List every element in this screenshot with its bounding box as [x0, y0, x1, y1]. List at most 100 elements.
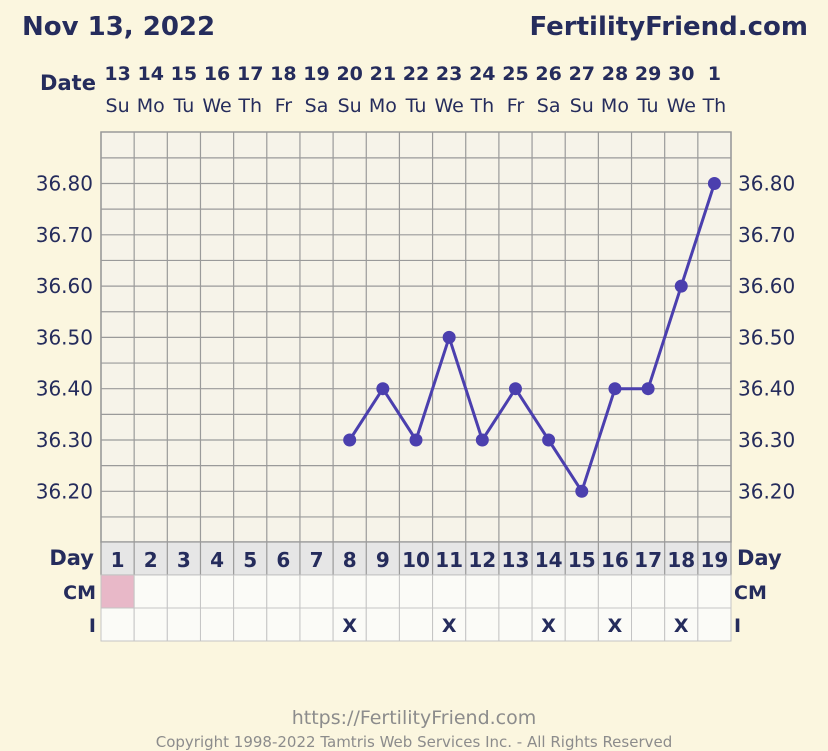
weekday-label: Fr [275, 95, 293, 117]
intercourse-cell [697, 607, 732, 642]
y-tick-label-left: 36.70 [36, 223, 93, 247]
intercourse-cell [166, 607, 201, 642]
day-row-label-left: Day [49, 546, 94, 570]
weekday-label: Mo [137, 95, 165, 117]
cm-cell [398, 574, 434, 609]
weekday-label: Fr [507, 95, 525, 117]
intercourse-cell [432, 607, 467, 642]
footer-url[interactable]: https://FertilityFriend.com [291, 707, 537, 729]
weekday-label: Tu [405, 95, 427, 117]
site-name: FertilityFriend.com [529, 12, 808, 42]
weekday-label: We [434, 95, 463, 117]
intercourse-cell [365, 607, 400, 642]
temperature-point [343, 433, 357, 447]
cycle-day-label: 1 [111, 548, 125, 572]
date-label: 30 [668, 63, 694, 85]
cycle-day-label: 3 [177, 548, 191, 572]
weekday-label: We [667, 95, 696, 117]
temperature-point [707, 177, 721, 190]
intercourse-cell [299, 607, 334, 642]
date-label: 24 [469, 63, 495, 85]
i-row-label-right: I [734, 615, 741, 637]
weekday-label: Su [338, 95, 362, 117]
weekday-label: We [202, 95, 231, 117]
cm-cell [597, 574, 633, 609]
cm-cell [498, 574, 533, 609]
cm-cell [531, 574, 566, 609]
date-label: 29 [635, 63, 661, 85]
cycle-day-label: 11 [435, 548, 463, 572]
intercourse-cell [498, 607, 533, 642]
y-tick-label-left: 36.20 [36, 479, 93, 503]
cycle-day-label: 8 [343, 548, 357, 572]
weekday-label: Mo [369, 95, 397, 117]
cm-cell [631, 574, 666, 609]
y-tick-label-left: 36.50 [36, 325, 93, 349]
cycle-day-label: 12 [468, 548, 496, 572]
intercourse-cell [398, 607, 434, 642]
cm-row-label-left: CM [63, 582, 96, 604]
cycle-day-label: 14 [535, 548, 563, 572]
y-tick-label-right: 36.80 [738, 172, 795, 196]
weekday-label: Th [702, 95, 727, 117]
intercourse-cell [564, 607, 599, 642]
cycle-day-label: 2 [144, 548, 158, 572]
weekday-label: Sa [305, 95, 329, 117]
date-label: 23 [436, 63, 462, 85]
cm-cell [697, 574, 732, 609]
date-label: 20 [336, 63, 362, 85]
cycle-day-label: 15 [568, 548, 596, 572]
date-label: 15 [171, 63, 197, 85]
temperature-point [409, 433, 423, 447]
cm-cell [332, 574, 367, 609]
y-tick-label-left: 36.30 [36, 428, 93, 452]
intercourse-cell [465, 607, 500, 642]
weekday-label: Sa [537, 95, 561, 117]
cm-cell [564, 574, 599, 609]
date-label: 25 [502, 63, 528, 85]
y-tick-label-right: 36.70 [738, 223, 795, 247]
y-tick-label-right: 36.30 [738, 428, 795, 452]
cycle-day-label: 9 [376, 548, 390, 572]
intercourse-mark: X [442, 615, 457, 637]
intercourse-cell [100, 607, 135, 642]
intercourse-cell [531, 607, 566, 642]
footer-copyright: Copyright 1998-2022 Tamtris Web Services… [155, 733, 673, 751]
day-row [100, 541, 732, 576]
cm-cell [664, 574, 699, 609]
temperature-point [575, 484, 589, 498]
y-tick-label-right: 36.60 [738, 274, 795, 298]
temperature-point [608, 382, 622, 396]
cycle-day-label: 16 [601, 548, 629, 572]
temperature-point [674, 279, 688, 293]
date-label: 14 [138, 63, 164, 85]
date-label: 22 [403, 63, 429, 85]
date-label: 27 [569, 63, 595, 85]
cm-cell [133, 574, 168, 609]
intercourse-cell [597, 607, 633, 642]
cm-cell [299, 574, 334, 609]
cycle-day-label: 10 [402, 548, 430, 572]
intercourse-cell [133, 607, 168, 642]
cycle-day-label: 4 [210, 548, 224, 572]
intercourse-cell [266, 607, 301, 642]
cm-cell [465, 574, 500, 609]
weekday-label: Mo [601, 95, 629, 117]
temperature-point [542, 433, 556, 447]
date-label: 19 [303, 63, 329, 85]
weekday-label: Tu [637, 95, 659, 117]
cm-cell [432, 574, 467, 609]
temperature-point [475, 433, 489, 447]
date-label: 26 [535, 63, 561, 85]
date-label: 16 [204, 63, 230, 85]
date-label: 13 [104, 63, 130, 85]
intercourse-cell [664, 607, 699, 642]
cycle-day-label: 19 [700, 548, 728, 572]
cm-cell [166, 574, 201, 609]
intercourse-cell [233, 607, 268, 642]
cm-cell [365, 574, 400, 609]
y-tick-label-left: 36.40 [36, 377, 93, 401]
date-label: 21 [370, 63, 396, 85]
temperature-point [641, 382, 655, 396]
cm-cell [100, 574, 135, 609]
